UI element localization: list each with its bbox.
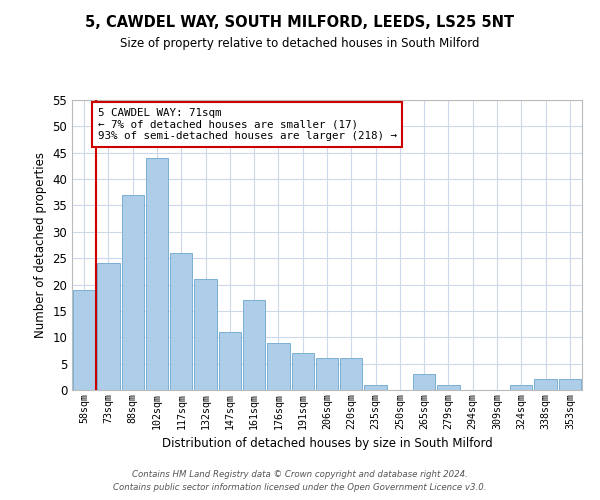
Bar — [73, 290, 95, 390]
Text: 5, CAWDEL WAY, SOUTH MILFORD, LEEDS, LS25 5NT: 5, CAWDEL WAY, SOUTH MILFORD, LEEDS, LS2… — [85, 15, 515, 30]
Bar — [267, 342, 290, 390]
Bar — [364, 384, 387, 390]
Bar — [146, 158, 168, 390]
Bar — [292, 353, 314, 390]
Bar — [559, 380, 581, 390]
Bar — [413, 374, 436, 390]
Bar — [218, 332, 241, 390]
Bar — [316, 358, 338, 390]
Bar — [243, 300, 265, 390]
Bar — [97, 264, 119, 390]
X-axis label: Distribution of detached houses by size in South Milford: Distribution of detached houses by size … — [161, 437, 493, 450]
Bar — [122, 195, 144, 390]
Text: Contains HM Land Registry data © Crown copyright and database right 2024.: Contains HM Land Registry data © Crown c… — [132, 470, 468, 479]
Text: Contains public sector information licensed under the Open Government Licence v3: Contains public sector information licen… — [113, 484, 487, 492]
Bar — [535, 380, 557, 390]
Bar — [194, 280, 217, 390]
Y-axis label: Number of detached properties: Number of detached properties — [34, 152, 47, 338]
Bar — [437, 384, 460, 390]
Text: Size of property relative to detached houses in South Milford: Size of property relative to detached ho… — [120, 38, 480, 51]
Bar — [510, 384, 532, 390]
Bar — [340, 358, 362, 390]
Bar — [170, 253, 193, 390]
Text: 5 CAWDEL WAY: 71sqm
← 7% of detached houses are smaller (17)
93% of semi-detache: 5 CAWDEL WAY: 71sqm ← 7% of detached hou… — [97, 108, 397, 141]
